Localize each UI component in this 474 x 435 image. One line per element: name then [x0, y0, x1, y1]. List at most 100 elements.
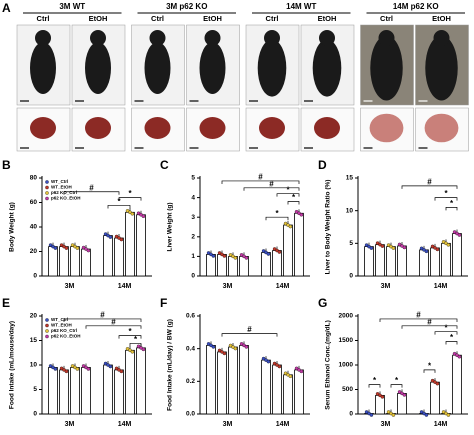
data-point — [424, 413, 429, 417]
mouse-head — [149, 30, 166, 46]
data-point — [457, 354, 462, 359]
y-tick-label: 60 — [30, 199, 38, 206]
liver — [85, 117, 111, 139]
significance-bracket — [85, 325, 142, 329]
bar — [430, 381, 440, 415]
mouse-body — [257, 39, 287, 97]
data-point — [86, 367, 91, 371]
bar — [272, 250, 282, 277]
x-tick-label: 14M — [276, 421, 290, 428]
mouse-body — [199, 42, 226, 94]
data-point — [119, 237, 124, 242]
significance-bracket — [63, 191, 120, 195]
bar — [81, 248, 91, 277]
data-point — [130, 350, 135, 354]
data-point — [119, 369, 124, 374]
bar — [114, 237, 124, 277]
bar — [397, 245, 407, 277]
y-tick-label: 1500 — [339, 337, 354, 344]
bar — [228, 346, 238, 415]
x-tick-label: 3M — [65, 283, 75, 290]
data-point — [288, 224, 293, 229]
legend-marker — [45, 196, 49, 201]
y-tick-label: 500 — [342, 386, 353, 393]
condition-label: EtOH — [203, 14, 222, 23]
y-tick-label: 0 — [33, 411, 37, 418]
data-point — [446, 243, 451, 247]
bar — [364, 246, 374, 277]
legend-marker — [45, 191, 49, 195]
mouse-body — [425, 35, 458, 101]
x-tick-label: 14M — [276, 283, 290, 290]
y-tick-label: 1 — [191, 253, 195, 260]
y-tick-label: 0.4 — [186, 345, 195, 352]
significance-mark: * — [444, 323, 448, 332]
data-point — [64, 369, 69, 374]
bar — [48, 367, 58, 415]
significance-bracket — [434, 197, 458, 201]
bar — [272, 364, 282, 415]
y-tick-label: 0 — [191, 273, 195, 280]
liver — [424, 113, 459, 143]
condition-label: Ctrl — [266, 14, 279, 23]
significance-mark: * — [450, 199, 454, 208]
significance-mark: * — [395, 376, 399, 385]
liver — [314, 117, 340, 139]
bar — [430, 247, 440, 277]
panel-letter: B — [2, 158, 11, 172]
significance-mark: # — [247, 325, 252, 334]
data-point — [108, 364, 113, 369]
legend-marker — [45, 334, 49, 339]
y-tick-label: 0 — [33, 273, 37, 280]
bar — [206, 254, 216, 277]
data-point — [299, 213, 304, 217]
data-point — [369, 246, 374, 250]
mouse-head — [378, 30, 395, 46]
legend-label: p62 KO_EtOH — [51, 196, 81, 201]
bar — [283, 374, 293, 415]
data-point — [86, 248, 91, 253]
condition-label: Ctrl — [380, 14, 393, 23]
bar — [261, 359, 271, 415]
data-point — [64, 246, 69, 250]
y-tick-label: 15 — [30, 337, 38, 344]
y-axis-label: Food Intake (mL/day) / BW (g) — [167, 319, 174, 411]
liver — [144, 117, 171, 139]
data-point — [233, 346, 238, 351]
legend-marker — [45, 323, 49, 328]
data-point — [244, 256, 249, 260]
x-tick-label: 14M — [434, 421, 448, 428]
condition-label: EtOH — [432, 14, 451, 23]
x-tick-label: 3M — [223, 283, 233, 290]
bar — [452, 354, 462, 415]
data-point — [380, 244, 385, 248]
bar — [59, 246, 69, 277]
bar — [375, 244, 385, 277]
data-point — [277, 364, 282, 369]
significance-mark: * — [450, 333, 454, 342]
data-point — [457, 233, 462, 237]
bar — [48, 246, 58, 277]
significance-bracket — [129, 343, 142, 347]
x-tick-label: 3M — [381, 421, 391, 428]
panel-letter: A — [2, 1, 11, 15]
data-point — [233, 256, 238, 260]
bar — [206, 344, 216, 415]
data-point — [424, 249, 429, 254]
significance-bracket — [265, 216, 289, 221]
y-tick-label: 20 — [30, 248, 38, 255]
significance-bracket — [63, 318, 142, 322]
bar — [136, 214, 146, 277]
legend-marker — [45, 318, 49, 322]
data-point — [380, 395, 385, 399]
mouse-head — [264, 30, 280, 46]
significance-mark: # — [427, 317, 432, 326]
mouse-body — [312, 39, 342, 97]
data-point — [402, 393, 407, 397]
significance-mark: * — [444, 189, 448, 198]
data-point — [141, 214, 146, 218]
y-tick-label: 0.2 — [186, 378, 195, 385]
data-point — [391, 246, 396, 250]
y-tick-label: 5 — [349, 240, 353, 247]
